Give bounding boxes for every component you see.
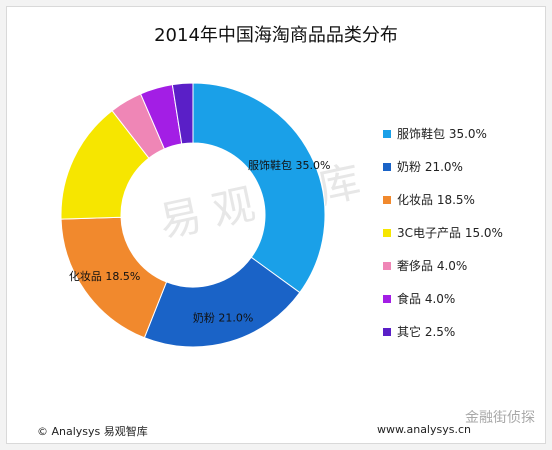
donut-chart: 服饰鞋包 35.0% 奶粉 21.0% 化妆品 18.5% (60, 82, 330, 348)
legend-swatch-0 (383, 129, 391, 138)
legend-item-6: 其它 2.5% (383, 315, 503, 348)
legend-item-3: 3C电子产品 15.0% (383, 216, 503, 249)
slice-label-1: 奶粉 21.0% (193, 311, 253, 325)
legend-swatch-6 (383, 327, 391, 336)
legend-label-1: 奶粉 21.0% (397, 160, 463, 174)
legend-label-2: 化妆品 18.5% (397, 193, 475, 207)
legend-item-0: 服饰鞋包 35.0% (383, 117, 503, 150)
slice-label-2: 化妆品 18.5% (69, 269, 140, 283)
account-watermark: 金融街侦探 (465, 410, 535, 426)
donut-slice-0 (192, 82, 326, 294)
legend-swatch-5 (383, 294, 391, 303)
slice-label-0: 服饰鞋包 35.0% (248, 158, 330, 172)
legend-swatch-1 (383, 162, 391, 171)
site-url: www.analysys.cn (377, 423, 471, 436)
legend-label-0: 服饰鞋包 35.0% (397, 127, 487, 141)
legend-item-2: 化妆品 18.5% (383, 183, 503, 216)
legend-swatch-4 (383, 261, 391, 270)
legend-label-3: 3C电子产品 15.0% (397, 226, 503, 240)
legend-swatch-2 (383, 195, 391, 204)
legend-label-4: 奢侈品 4.0% (397, 259, 468, 273)
legend-item-1: 奶粉 21.0% (383, 150, 503, 183)
legend-label-6: 其它 2.5% (397, 325, 456, 339)
legend-label-5: 食品 4.0% (397, 292, 456, 306)
source-note: © Analysys 易观智库 (37, 425, 148, 438)
chart-legend: 服饰鞋包 35.0% 奶粉 21.0% 化妆品 18.5% 3C电子产品 15.0% 奢… (383, 117, 503, 348)
donut-slice-6 (171, 82, 194, 145)
chart-card: 2014年中国海淘商品品类分布 易观智库 服饰鞋包 35.0%奶粉 21.0%化… (6, 6, 546, 444)
legend-item-5: 食品 4.0% (383, 282, 503, 315)
legend-swatch-3 (383, 228, 391, 237)
chart-title: 2014年中国海淘商品品类分布 (154, 25, 398, 46)
donut-slice-2 (60, 216, 168, 339)
donut-slice-1 (143, 256, 301, 348)
legend-item-4: 奢侈品 4.0% (383, 249, 503, 282)
